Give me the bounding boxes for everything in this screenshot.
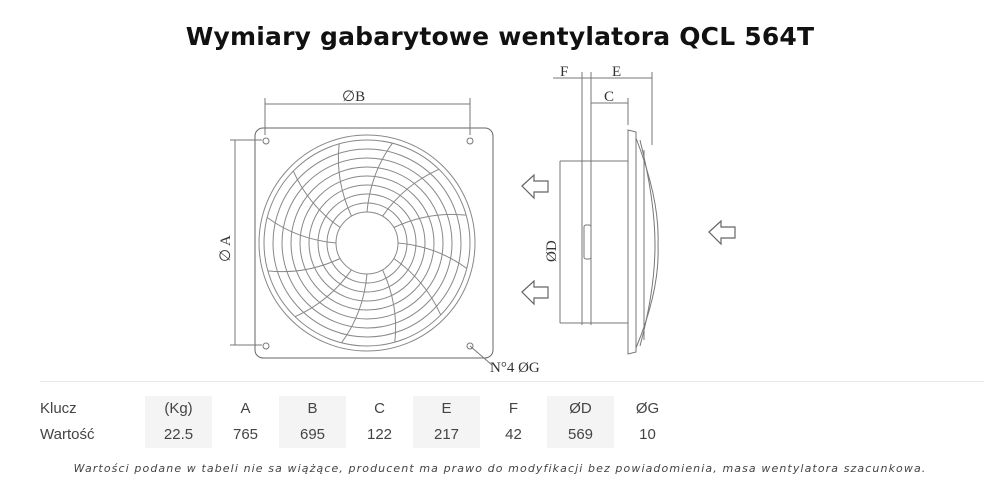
holes-label: N°4 ØG [490, 360, 540, 376]
grille-spoke [393, 213, 467, 228]
grille-ring [263, 139, 471, 347]
key-cell: F [508, 400, 519, 417]
grille-ring [308, 184, 426, 302]
airflow-arrow-icon [708, 219, 736, 246]
value-cell: 765 [232, 426, 259, 443]
key-cell: ØD [547, 396, 614, 422]
grille-spoke [341, 273, 368, 344]
key-cell: A [240, 400, 251, 417]
grille-ring [335, 211, 399, 275]
row-label: Klucz [40, 400, 77, 417]
fan-grille [258, 134, 476, 352]
grille-spoke [266, 217, 337, 244]
grille-spoke [337, 143, 352, 217]
table-row-keys: Klucz (Kg) A B C E F ØD ØG [40, 396, 681, 422]
value-cell: 217 [413, 422, 480, 448]
airflow-arrow-icon [521, 279, 549, 306]
grille-ring [290, 166, 444, 320]
grille-ring [272, 148, 462, 338]
grille-ring [258, 134, 476, 352]
grille-ring [281, 157, 453, 329]
row-label: Wartość [40, 426, 95, 443]
grille-spoke [366, 142, 393, 213]
grille-spoke [397, 242, 468, 269]
grille-spoke [292, 170, 341, 228]
fan-dimension-drawing: ∅B ∅ A N°4 ØG F E C ØD [218, 64, 736, 376]
grille-ring [326, 202, 408, 284]
dimension-b-label: ∅B [342, 89, 365, 105]
key-cell: B [279, 396, 346, 422]
grille-spoke [382, 269, 397, 343]
value-cell: 569 [547, 422, 614, 448]
dimension-a-label: ∅ A [218, 235, 234, 262]
fan-side-view [553, 72, 659, 355]
spec-table: Klucz (Kg) A B C E F ØD ØG Wartość 22.5 … [40, 396, 681, 448]
mounting-plate [254, 127, 494, 359]
value-cell: 695 [279, 422, 346, 448]
mounting-holes [262, 137, 474, 350]
grille-spoke [294, 269, 352, 318]
value-cell: 42 [505, 426, 522, 443]
dimension-d-label: ØD [544, 240, 560, 262]
disclaimer-note: Wartości podane w tabeli nie sa wiążące,… [73, 462, 927, 475]
grille-ring [299, 175, 435, 311]
dimension-e-label: E [612, 64, 621, 80]
table-row-values: Wartość 22.5 765 695 122 217 42 569 10 [40, 422, 681, 448]
grille-ring [317, 193, 417, 293]
value-cell: 22.5 [145, 422, 212, 448]
dimension-f-label: F [560, 64, 568, 80]
key-cell: C [374, 400, 385, 417]
key-cell: (Kg) [145, 396, 212, 422]
page-title: Wymiary gabarytowe wentylatora QCL 564T [185, 22, 815, 51]
key-cell: ØG [635, 400, 660, 417]
grille-spoke [393, 258, 442, 316]
airflow-arrow-icon [521, 173, 549, 200]
value-cell: 122 [366, 426, 393, 443]
value-cell: 10 [639, 426, 656, 443]
grille-spoke [267, 258, 341, 273]
dimension-c-label: C [604, 89, 614, 105]
grille-spoke [382, 168, 440, 217]
key-cell: E [413, 396, 480, 422]
divider [40, 381, 984, 382]
